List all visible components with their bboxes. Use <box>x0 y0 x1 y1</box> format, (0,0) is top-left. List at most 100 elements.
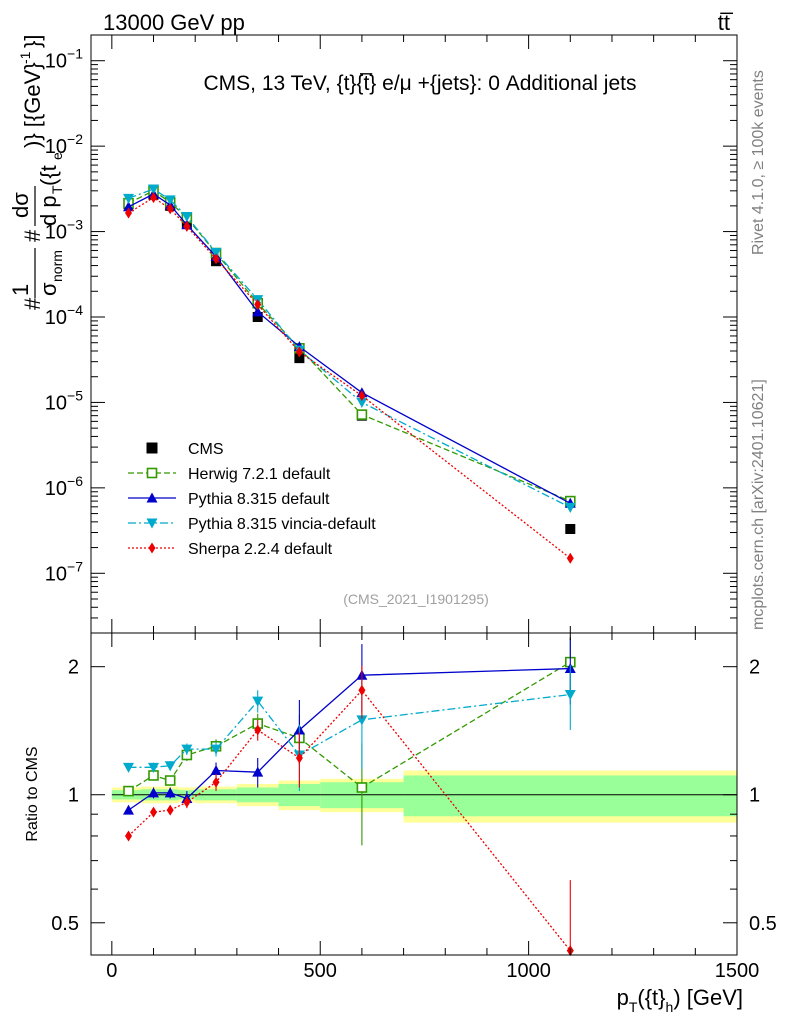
ylabel-hash2: # <box>20 229 45 242</box>
main-point-vincia <box>123 193 135 204</box>
ratio-point-herwig <box>164 775 176 786</box>
main-point-pythia <box>252 306 264 317</box>
ratio-point-vincia <box>252 696 264 707</box>
ratio-ytick-label-right: 1 <box>749 785 760 807</box>
ratio-point-sherpa <box>166 804 174 816</box>
ylabel-dpt: d p <box>36 195 61 226</box>
main-point-cms <box>565 523 576 534</box>
ratio-point-sherpa <box>358 684 366 696</box>
main-point-sherpa <box>212 253 220 265</box>
ratio-ylabel: Ratio to CMS <box>24 746 41 841</box>
ratio-point-vincia <box>164 761 176 772</box>
header-left: 13000 GeV pp <box>103 10 245 35</box>
ratio-ytick-label: 1 <box>68 785 79 807</box>
ylabel-close: )} [{GeV} <box>20 62 45 148</box>
ratio-point-pythia <box>148 787 160 798</box>
main-point-sherpa <box>254 299 262 311</box>
main-point-cms <box>252 312 263 323</box>
ratio-point-pythia <box>123 804 135 815</box>
ratio-point-sherpa <box>254 724 262 736</box>
main-ytick-label: 10−4 <box>45 302 83 329</box>
ylabel-dsigma: dσ <box>8 192 33 218</box>
legend-marker-herwig <box>146 467 158 479</box>
legend-label-herwig: Herwig 7.2.1 default <box>188 466 331 483</box>
svg-text:)} [{GeV}: )} [{GeV} <box>20 62 45 148</box>
main-point-sherpa <box>166 203 174 215</box>
main-point-vincia <box>356 397 368 408</box>
ylabel-minus1: -1 <box>17 51 33 64</box>
main-point-sherpa <box>183 220 191 232</box>
ratio-point-sherpa <box>183 796 191 808</box>
chart-title: CMS, 13 TeV, {t}{t̅} e/μ +{jets}: 0 Addi… <box>204 72 637 95</box>
analysis-watermark: (CMS_2021_I1901295) <box>343 591 489 607</box>
ratio-point-vincia <box>210 744 222 755</box>
svg-text:T: T <box>49 185 65 194</box>
header-right: tt̅ <box>718 10 734 35</box>
svg-text:-1: -1 <box>17 51 33 64</box>
ratio-point-herwig <box>123 785 134 797</box>
ratio-ytick-label: 0.5 <box>51 913 79 935</box>
main-point-vincia <box>210 247 222 258</box>
ylabel-endbr: }] <box>20 35 45 48</box>
ylabel-e: e <box>49 152 65 160</box>
svg-text:1: 1 <box>8 284 33 296</box>
ratio-line-vincia <box>128 693 571 768</box>
xtick-label: 0 <box>106 960 117 982</box>
ratio-point-pythia <box>164 787 176 798</box>
main-ytick-label: 10−6 <box>45 473 83 500</box>
main-ytick-label: 10−2 <box>45 131 83 158</box>
legend-marker-pythia <box>146 492 158 503</box>
legend-label-pythia: Pythia 8.315 default <box>188 491 330 508</box>
main-ytick-label: 10−5 <box>45 387 83 414</box>
ylabel-sigma: σ <box>36 282 61 296</box>
main-ytick-label: 10−7 <box>45 558 83 585</box>
ratio-point-herwig <box>356 782 368 793</box>
main-point-sherpa <box>566 552 574 564</box>
main-point-sherpa <box>125 207 133 219</box>
x-axis-label: pT({t}h) [GeV] <box>617 985 743 1015</box>
ratio-point-vincia <box>564 690 576 701</box>
svg-text:({t: ({t <box>36 165 61 186</box>
ylabel-one: 1 <box>8 284 33 296</box>
ratio-point-sherpa <box>295 752 303 764</box>
main-point-vincia <box>164 195 176 206</box>
rivet-label: Rivet 4.1.0, ≥ 100k events <box>750 70 767 255</box>
svg-text:σ: σ <box>36 282 61 296</box>
main-point-sherpa <box>150 192 158 204</box>
ratio-frame <box>90 632 738 956</box>
ratio-ytick-label-right: 2 <box>749 657 760 679</box>
xtick-label: 1500 <box>715 960 760 982</box>
main-point-sherpa <box>295 346 303 358</box>
legend-label-cms: CMS <box>188 441 224 458</box>
legend-label-vincia: Pythia 8.315 vincia-default <box>188 516 376 533</box>
main-point-vincia <box>148 184 160 195</box>
legend: CMS Herwig 7.2.1 default Pythia 8.315 defa… <box>128 441 376 558</box>
legend-marker-vincia <box>146 518 158 529</box>
legend-marker-cms <box>146 442 158 454</box>
ratio-panel: 0.5 0.5 1 1 2 2 0 500 1000 1500 <box>51 35 777 982</box>
main-point-pythia <box>123 201 135 212</box>
svg-text:e: e <box>49 152 65 160</box>
main-point-vincia <box>181 212 193 223</box>
ylabel-norm: norm <box>49 250 65 282</box>
main-ytick-label: 10−1 <box>45 46 83 73</box>
ratio-ytick-label-right: 0.5 <box>749 913 777 935</box>
main-line-vincia <box>128 188 571 509</box>
ratio-point-sherpa <box>125 830 133 842</box>
svg-text:#: # <box>20 297 45 310</box>
ylabel-T: T <box>49 185 65 194</box>
main-ytick-label: 10−3 <box>45 217 83 244</box>
svg-text:}]: }] <box>20 35 45 48</box>
ratio-point-pythia <box>210 765 222 776</box>
svg-text:d p: d p <box>36 195 61 226</box>
main-point-cms <box>294 353 305 364</box>
ratio-point-sherpa <box>212 776 220 788</box>
svg-text:dσ: dσ <box>8 192 33 218</box>
svg-text:norm: norm <box>49 250 65 282</box>
main-point-vincia <box>564 502 576 513</box>
ylabel-hash: # <box>20 297 45 310</box>
ratio-point-vincia <box>181 744 193 755</box>
ratio-point-vincia <box>123 762 135 773</box>
main-panel: 10−1 10−2 10−3 10−4 10−5 10−6 10−7 CMS, 13 TeV… <box>45 34 738 634</box>
